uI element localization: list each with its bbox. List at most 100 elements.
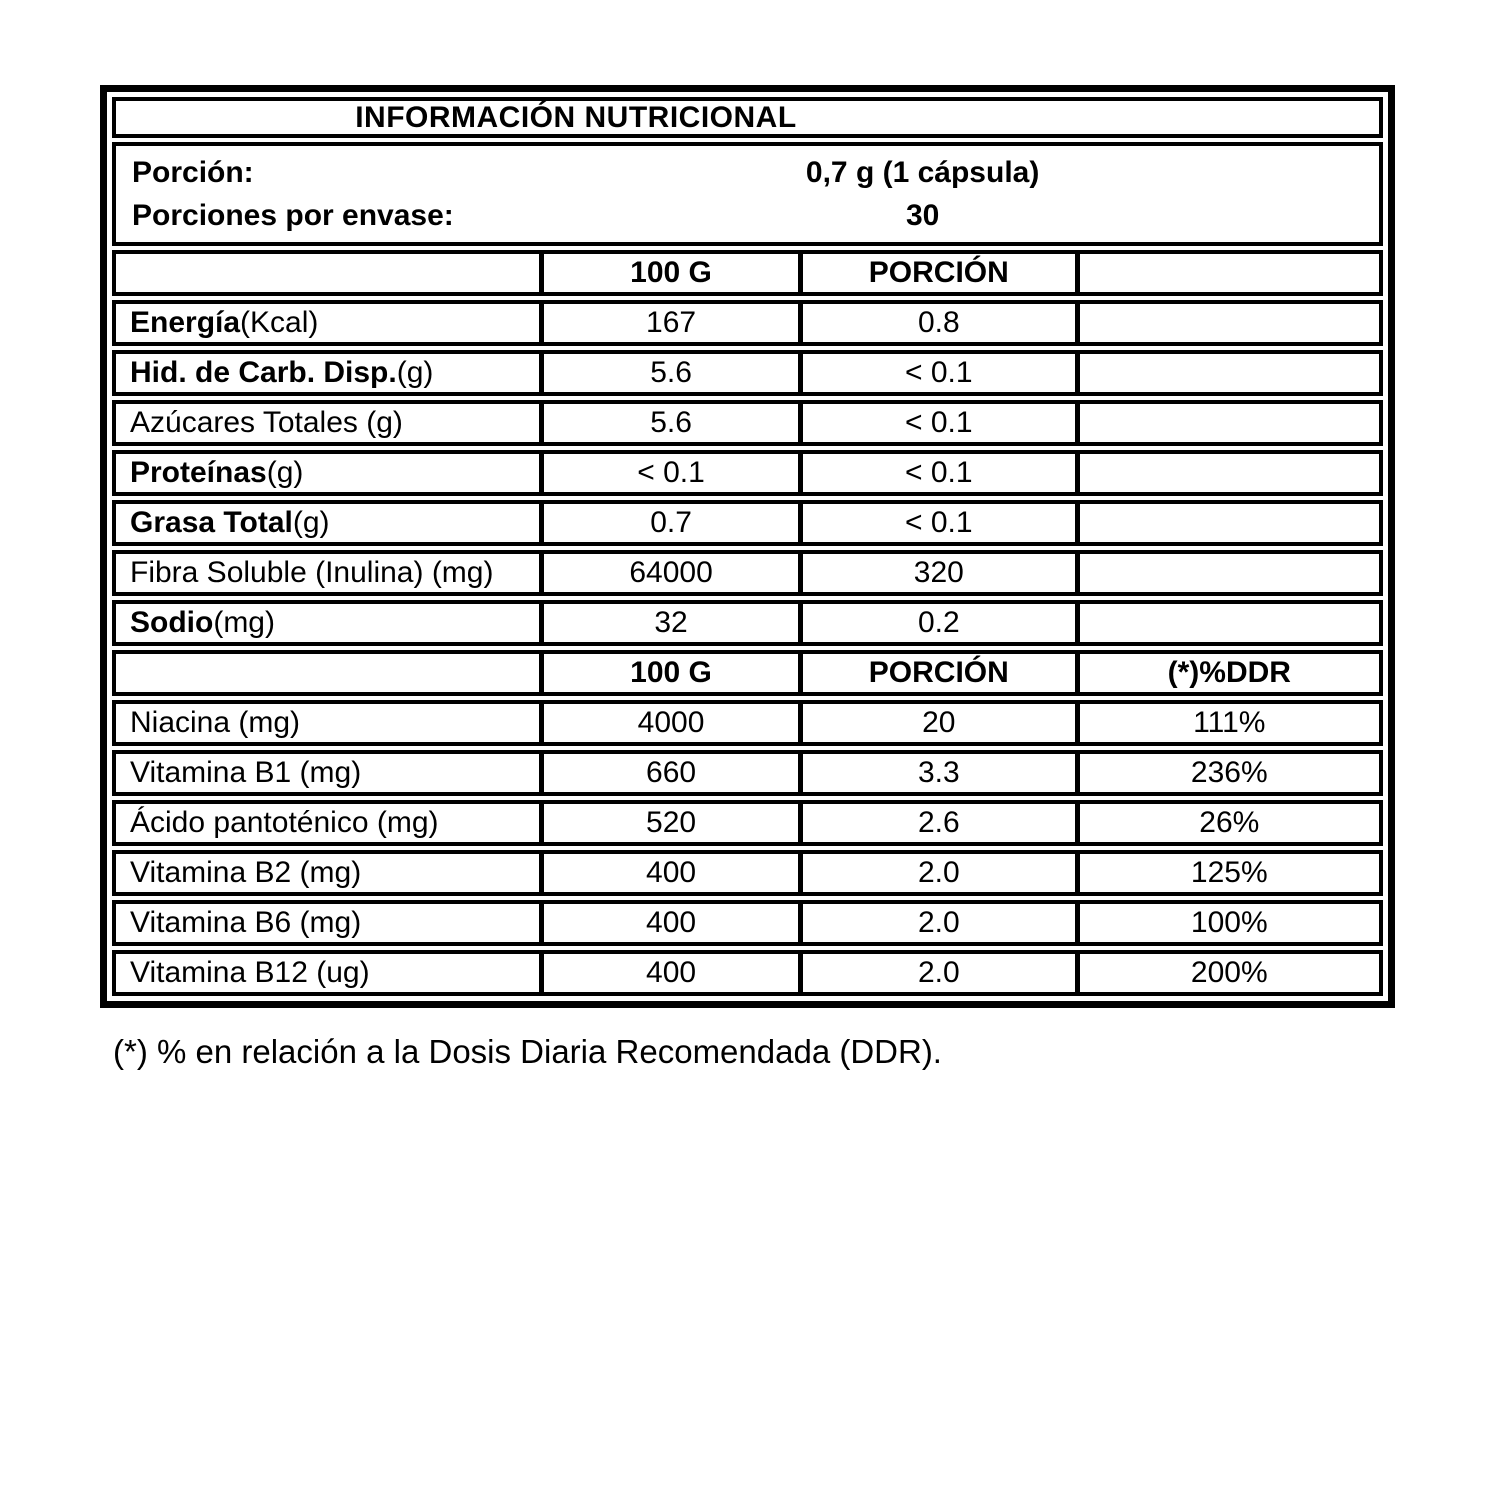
- table-row-carbohidratos: Hid. de Carb. Disp. (g) 5.6 < 0.1: [112, 350, 1383, 396]
- value-per-serving: 0.2: [798, 604, 1075, 642]
- row-label-bold: Hid. de Carb. Disp.: [130, 356, 397, 389]
- row-label: Niacina (mg): [116, 704, 539, 742]
- value-per-serving: < 0.1: [798, 504, 1075, 542]
- table-row-vitamina-b12: Vitamina B12 (ug) 400 2.0 200%: [112, 950, 1383, 996]
- value-ddr: 236%: [1074, 754, 1379, 792]
- value-per-100g: 4000: [539, 704, 798, 742]
- value-per-100g: 520: [539, 804, 798, 842]
- value-ddr: [1074, 304, 1379, 342]
- header-porcion: PORCIÓN: [798, 254, 1075, 292]
- row-label-rest: Vitamina B1 (mg): [130, 756, 362, 789]
- header-empty-cell: [116, 254, 539, 292]
- value-per-serving: < 0.1: [798, 404, 1075, 442]
- table-row-proteinas: Proteínas (g) < 0.1 < 0.1: [112, 450, 1383, 496]
- value-per-serving: 20: [798, 704, 1075, 742]
- row-label: Proteínas (g): [116, 454, 539, 492]
- table-row-vitamina-b1: Vitamina B1 (mg) 660 3.3 236%: [112, 750, 1383, 796]
- row-label-rest: Azúcares Totales (g): [130, 406, 403, 439]
- value-per-100g: 5.6: [539, 354, 798, 392]
- row-label-rest: (mg): [213, 606, 275, 639]
- row-label-rest: Fibra Soluble (Inulina) (mg): [130, 556, 494, 589]
- value-per-serving: < 0.1: [798, 454, 1075, 492]
- table-title: INFORMACIÓN NUTRICIONAL: [355, 100, 797, 134]
- header-porcion: PORCIÓN: [798, 654, 1075, 692]
- header-empty-cell: [116, 654, 539, 692]
- serving-labels: Porción: Porciones por envase:: [116, 151, 637, 237]
- value-ddr: 125%: [1074, 854, 1379, 892]
- header-ddr-empty: [1074, 254, 1379, 292]
- row-label-rest: Vitamina B12 (ug): [130, 956, 370, 989]
- ddr-footnote: (*) % en relación a la Dosis Diaria Reco…: [113, 1033, 942, 1070]
- row-label-rest: Niacina (mg): [130, 706, 301, 739]
- value-ddr: 100%: [1074, 904, 1379, 942]
- row-label: Vitamina B6 (mg): [116, 904, 539, 942]
- row-label-bold: Energía: [130, 306, 241, 339]
- row-label: Azúcares Totales (g): [116, 404, 539, 442]
- value-ddr: [1074, 504, 1379, 542]
- header-100g: 100 G: [539, 254, 798, 292]
- row-label-bold: Proteínas: [130, 456, 267, 489]
- table-row-energia: Energía (Kcal) 167 0.8: [112, 300, 1383, 346]
- value-per-serving: 2.0: [798, 854, 1075, 892]
- serving-info-row: Porción: Porciones por envase: 0,7 g (1 …: [112, 142, 1383, 246]
- value-per-100g: 64000: [539, 554, 798, 592]
- value-per-serving: 2.0: [798, 904, 1075, 942]
- value-per-serving: 3.3: [798, 754, 1075, 792]
- value-per-100g: 400: [539, 904, 798, 942]
- servings-per-container-value: 30: [905, 199, 940, 232]
- header-100g: 100 G: [539, 654, 798, 692]
- row-label: Vitamina B1 (mg): [116, 754, 539, 792]
- value-ddr: [1074, 604, 1379, 642]
- row-label: Vitamina B2 (mg): [116, 854, 539, 892]
- row-label: Vitamina B12 (ug): [116, 954, 539, 992]
- column-header-row-2: 100 G PORCIÓN (*)%DDR: [112, 650, 1383, 696]
- serving-values: 0,7 g (1 cápsula) 30: [637, 151, 1208, 237]
- row-label-bold: Grasa Total: [130, 506, 293, 539]
- serving-size-label: Porción:: [132, 156, 254, 189]
- row-label: Ácido pantoténico (mg): [116, 804, 539, 842]
- value-per-100g: 660: [539, 754, 798, 792]
- table-row-vitamina-b2: Vitamina B2 (mg) 400 2.0 125%: [112, 850, 1383, 896]
- value-per-100g: 400: [539, 854, 798, 892]
- row-label: Hid. de Carb. Disp. (g): [116, 354, 539, 392]
- row-label-bold: Sodio: [130, 606, 214, 639]
- value-ddr: 26%: [1074, 804, 1379, 842]
- value-per-100g: 0.7: [539, 504, 798, 542]
- row-label-rest: Vitamina B2 (mg): [130, 856, 362, 889]
- value-per-100g: 167: [539, 304, 798, 342]
- table-row-vitamina-b6: Vitamina B6 (mg) 400 2.0 100%: [112, 900, 1383, 946]
- table-row-azucares: Azúcares Totales (g) 5.6 < 0.1: [112, 400, 1383, 446]
- table-row-grasa-total: Grasa Total (g) 0.7 < 0.1: [112, 500, 1383, 546]
- value-per-serving: < 0.1: [798, 354, 1075, 392]
- row-label-rest: (g): [396, 356, 434, 389]
- row-label: Fibra Soluble (Inulina) (mg): [116, 554, 539, 592]
- row-label: Grasa Total (g): [116, 504, 539, 542]
- value-per-serving: 0.8: [798, 304, 1075, 342]
- serving-size-value: 0,7 g (1 cápsula): [805, 156, 1040, 189]
- table-row-fibra-soluble: Fibra Soluble (Inulina) (mg) 64000 320: [112, 550, 1383, 596]
- row-label-rest: (Kcal): [240, 306, 319, 339]
- value-ddr: 200%: [1074, 954, 1379, 992]
- value-per-100g: 5.6: [539, 404, 798, 442]
- value-ddr: [1074, 454, 1379, 492]
- row-label-rest: (g): [292, 506, 330, 539]
- row-label-rest: Vitamina B6 (mg): [130, 906, 362, 939]
- row-label-rest: Ácido pantoténico (mg): [130, 806, 439, 839]
- value-ddr: [1074, 404, 1379, 442]
- value-per-100g: 400: [539, 954, 798, 992]
- header-ddr: (*)%DDR: [1074, 654, 1379, 692]
- row-label: Energía (Kcal): [116, 304, 539, 342]
- row-label-rest: (g): [266, 456, 304, 489]
- servings-per-container-label: Porciones por envase:: [132, 199, 454, 232]
- table-row-acido-pantotenico: Ácido pantoténico (mg) 520 2.6 26%: [112, 800, 1383, 846]
- value-ddr: [1074, 354, 1379, 392]
- table-title-row: INFORMACIÓN NUTRICIONAL: [112, 97, 1383, 138]
- value-per-100g: < 0.1: [539, 454, 798, 492]
- nutrition-facts-table: INFORMACIÓN NUTRICIONAL Porción: Porcion…: [100, 85, 1395, 1008]
- value-ddr: 111%: [1074, 704, 1379, 742]
- row-label: Sodio (mg): [116, 604, 539, 642]
- value-per-100g: 32: [539, 604, 798, 642]
- value-per-serving: 2.6: [798, 804, 1075, 842]
- table-row-sodio: Sodio (mg) 32 0.2: [112, 600, 1383, 646]
